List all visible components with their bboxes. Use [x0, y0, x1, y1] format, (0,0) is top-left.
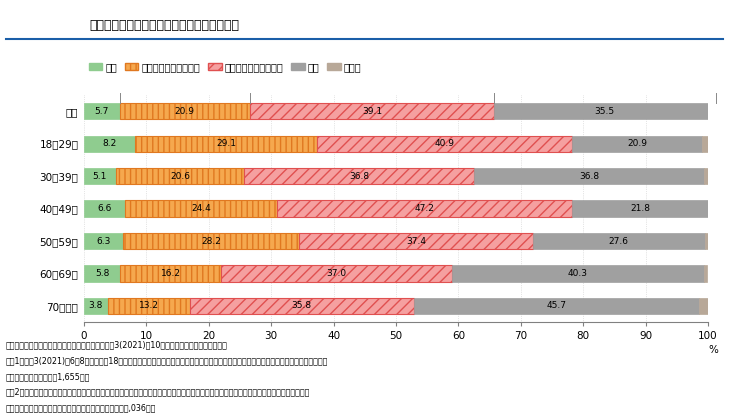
Bar: [474, 168, 704, 184]
Text: 6.3: 6.3: [96, 237, 111, 245]
Text: 20.9: 20.9: [627, 139, 648, 148]
Text: 図表 3-1-7: 図表 3-1-7: [18, 19, 70, 32]
Text: 35.8: 35.8: [292, 301, 312, 311]
Text: う願望があるか」の質問への回答結果（回答総数は１,036人）: う願望があるか」の質問への回答結果（回答総数は１,036人）: [6, 404, 156, 413]
Bar: [135, 135, 317, 152]
Text: 27.6: 27.6: [609, 237, 629, 245]
Text: 21.8: 21.8: [630, 204, 650, 213]
Bar: [84, 135, 135, 152]
Bar: [84, 200, 125, 217]
Bar: [533, 233, 705, 249]
Text: 調査（有効回収数は1,655人）: 調査（有効回収数は1,655人）: [6, 372, 91, 381]
Bar: [116, 168, 245, 184]
Text: 40.9: 40.9: [434, 139, 454, 148]
Text: 45.7: 45.7: [546, 301, 566, 311]
Bar: [452, 266, 704, 282]
Text: 36.8: 36.8: [579, 172, 599, 180]
Text: 20.6: 20.6: [170, 172, 190, 180]
Text: 5.8: 5.8: [95, 269, 110, 278]
Bar: [494, 103, 715, 119]
Text: 39.1: 39.1: [362, 107, 382, 116]
Text: 資料：内閣府「農山漁村に関する世論調査」（令和3(2021)年10月公表）を基に農林水産省作成: 資料：内閣府「農山漁村に関する世論調査」（令和3(2021)年10月公表）を基に…: [6, 341, 228, 350]
Text: 5.7: 5.7: [95, 107, 109, 116]
Legend: ある, どちらかというとある, どちらかというとない, ない, 無回答: ある, どちらかというとある, どちらかというとない, ない, 無回答: [89, 62, 361, 72]
Text: 36.8: 36.8: [349, 172, 369, 180]
Text: %: %: [708, 345, 718, 355]
Bar: [245, 168, 474, 184]
Bar: [702, 135, 708, 152]
Text: 5.1: 5.1: [93, 172, 107, 180]
Bar: [277, 200, 572, 217]
Text: 28.2: 28.2: [201, 237, 221, 245]
Bar: [572, 200, 708, 217]
Bar: [125, 200, 277, 217]
Text: 注：1）令和3(2021)年6～8月に、全国18歳以上の日本国籍を有する者３千人を対象として実施した郵送とインターネットによるアンケート: 注：1）令和3(2021)年6～8月に、全国18歳以上の日本国籍を有する者３千人…: [6, 356, 328, 366]
Bar: [572, 135, 702, 152]
Text: 6.6: 6.6: [97, 204, 112, 213]
Bar: [84, 233, 123, 249]
Bar: [84, 266, 120, 282]
Text: 都市住民の農山漁村地域への移住願望の有無: 都市住民の農山漁村地域への移住願望の有無: [90, 19, 239, 32]
Text: 8.2: 8.2: [102, 139, 117, 148]
Bar: [317, 135, 572, 152]
Bar: [107, 298, 190, 314]
Bar: [190, 298, 413, 314]
Text: 16.2: 16.2: [161, 269, 181, 278]
Bar: [704, 168, 708, 184]
Bar: [221, 266, 452, 282]
Bar: [84, 103, 120, 119]
Bar: [299, 233, 533, 249]
Bar: [120, 103, 250, 119]
Bar: [250, 103, 494, 119]
Bar: [84, 168, 116, 184]
Text: 47.2: 47.2: [415, 204, 434, 213]
Text: 35.5: 35.5: [595, 107, 615, 116]
Text: 24.4: 24.4: [191, 204, 211, 213]
Bar: [123, 233, 299, 249]
Text: 29.1: 29.1: [216, 139, 236, 148]
Text: 20.9: 20.9: [174, 107, 195, 116]
Text: 37.4: 37.4: [406, 237, 426, 245]
Text: 40.3: 40.3: [568, 269, 588, 278]
Bar: [705, 233, 709, 249]
Bar: [120, 266, 221, 282]
Bar: [704, 266, 707, 282]
Bar: [699, 298, 708, 314]
Bar: [715, 103, 721, 119]
Text: 3.8: 3.8: [88, 301, 103, 311]
Bar: [413, 298, 699, 314]
Bar: [84, 298, 107, 314]
Text: 37.0: 37.0: [326, 269, 347, 278]
Text: 2）居住地域の認識について「都市地域」、「どちらかというと都市地域」と回答した者に対する、「農山漁村地域に移住してみたいとい: 2）居住地域の認識について「都市地域」、「どちらかというと都市地域」と回答した者…: [6, 388, 310, 397]
Text: 13.2: 13.2: [139, 301, 159, 311]
